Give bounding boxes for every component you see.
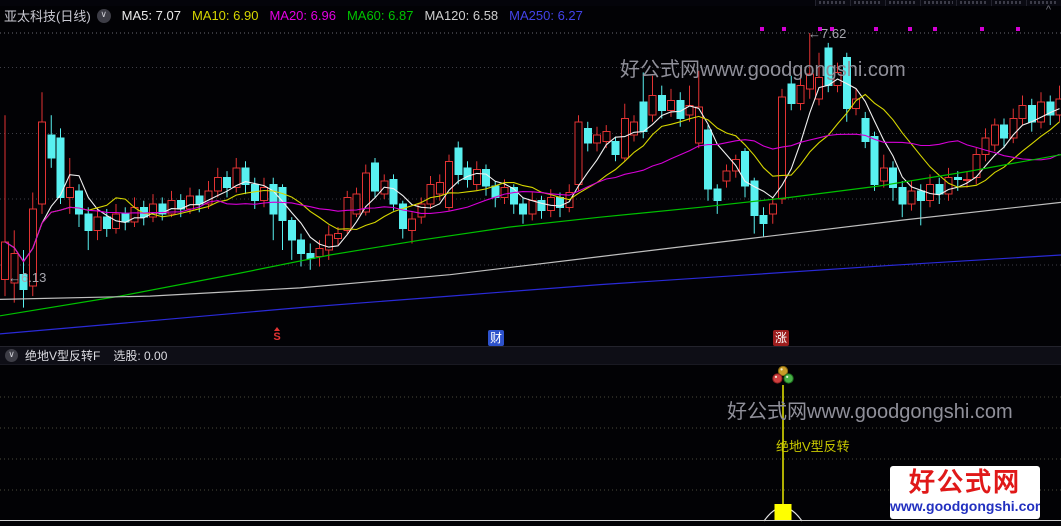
menu-strip[interactable] <box>0 0 1061 6</box>
indicator-name: 绝地V型反转F <box>25 349 101 363</box>
menu-strip-item[interactable] <box>920 0 956 6</box>
indicator-header[interactable]: ∨ 绝地V型反转F 选股: 0.00 <box>0 346 1061 365</box>
ma10-label: MA10: 6.90 <box>191 8 259 23</box>
menu-strip-item[interactable] <box>815 0 851 6</box>
goodgongshi-logo: 好公式网 www.goodgongshi.com <box>890 466 1040 519</box>
chevron-down-icon: ∨ <box>100 9 107 19</box>
indicator-dropdown-icon[interactable]: ∨ <box>5 349 18 362</box>
menu-strip-item[interactable] <box>885 0 921 6</box>
indicator-status: 选股: 0.00 <box>113 349 168 363</box>
logo-url: www.goodgongshi.com <box>890 498 1040 514</box>
signal-label: 绝地V型反转 <box>776 439 850 454</box>
collapse-chevron-icon[interactable]: ^ <box>1045 4 1051 16</box>
candlestick-chart[interactable] <box>0 25 1061 346</box>
watermark-text: 好公式网www.goodgongshi.com <box>727 401 1013 423</box>
ma120-label: MA120: 6.58 <box>424 8 499 23</box>
chart-header-bar: 亚太科技(日线) ∨ MA5: 7.07 MA10: 6.90 MA20: 6.… <box>0 4 1061 25</box>
stock-title: 亚太科技(日线) <box>4 9 91 24</box>
menu-strip-items <box>815 0 1061 6</box>
marker-cai-badge[interactable]: 财 <box>488 330 504 346</box>
chevron-down-icon: ∨ <box>8 349 15 359</box>
high-price-label: ←7.62 <box>808 26 847 41</box>
menu-strip-item[interactable] <box>990 0 1026 6</box>
ma60-label: MA60: 6.87 <box>346 8 414 23</box>
stock-dropdown-icon[interactable]: ∨ <box>96 8 111 23</box>
marker-s-label: S <box>273 331 281 343</box>
indicator-panel[interactable] <box>0 363 1061 522</box>
menu-strip-item[interactable] <box>850 0 886 6</box>
menu-strip-item[interactable] <box>955 0 991 6</box>
logo-title: 好公式网 <box>908 467 1021 497</box>
ma250-label: MA250: 6.27 <box>509 8 583 23</box>
ma20-label: MA20: 6.96 <box>269 8 336 23</box>
marker-zhang-badge[interactable]: 涨 <box>773 330 789 346</box>
low-price-label: ←6.13 <box>8 270 47 285</box>
menu-strip-item[interactable] <box>1025 0 1061 6</box>
up-arrow-icon <box>274 327 280 331</box>
marker-signal-s[interactable]: S <box>269 327 285 343</box>
ma5-label: MA5: 7.07 <box>121 8 181 23</box>
watermark-text: 好公式网www.goodgongshi.com <box>620 59 906 81</box>
